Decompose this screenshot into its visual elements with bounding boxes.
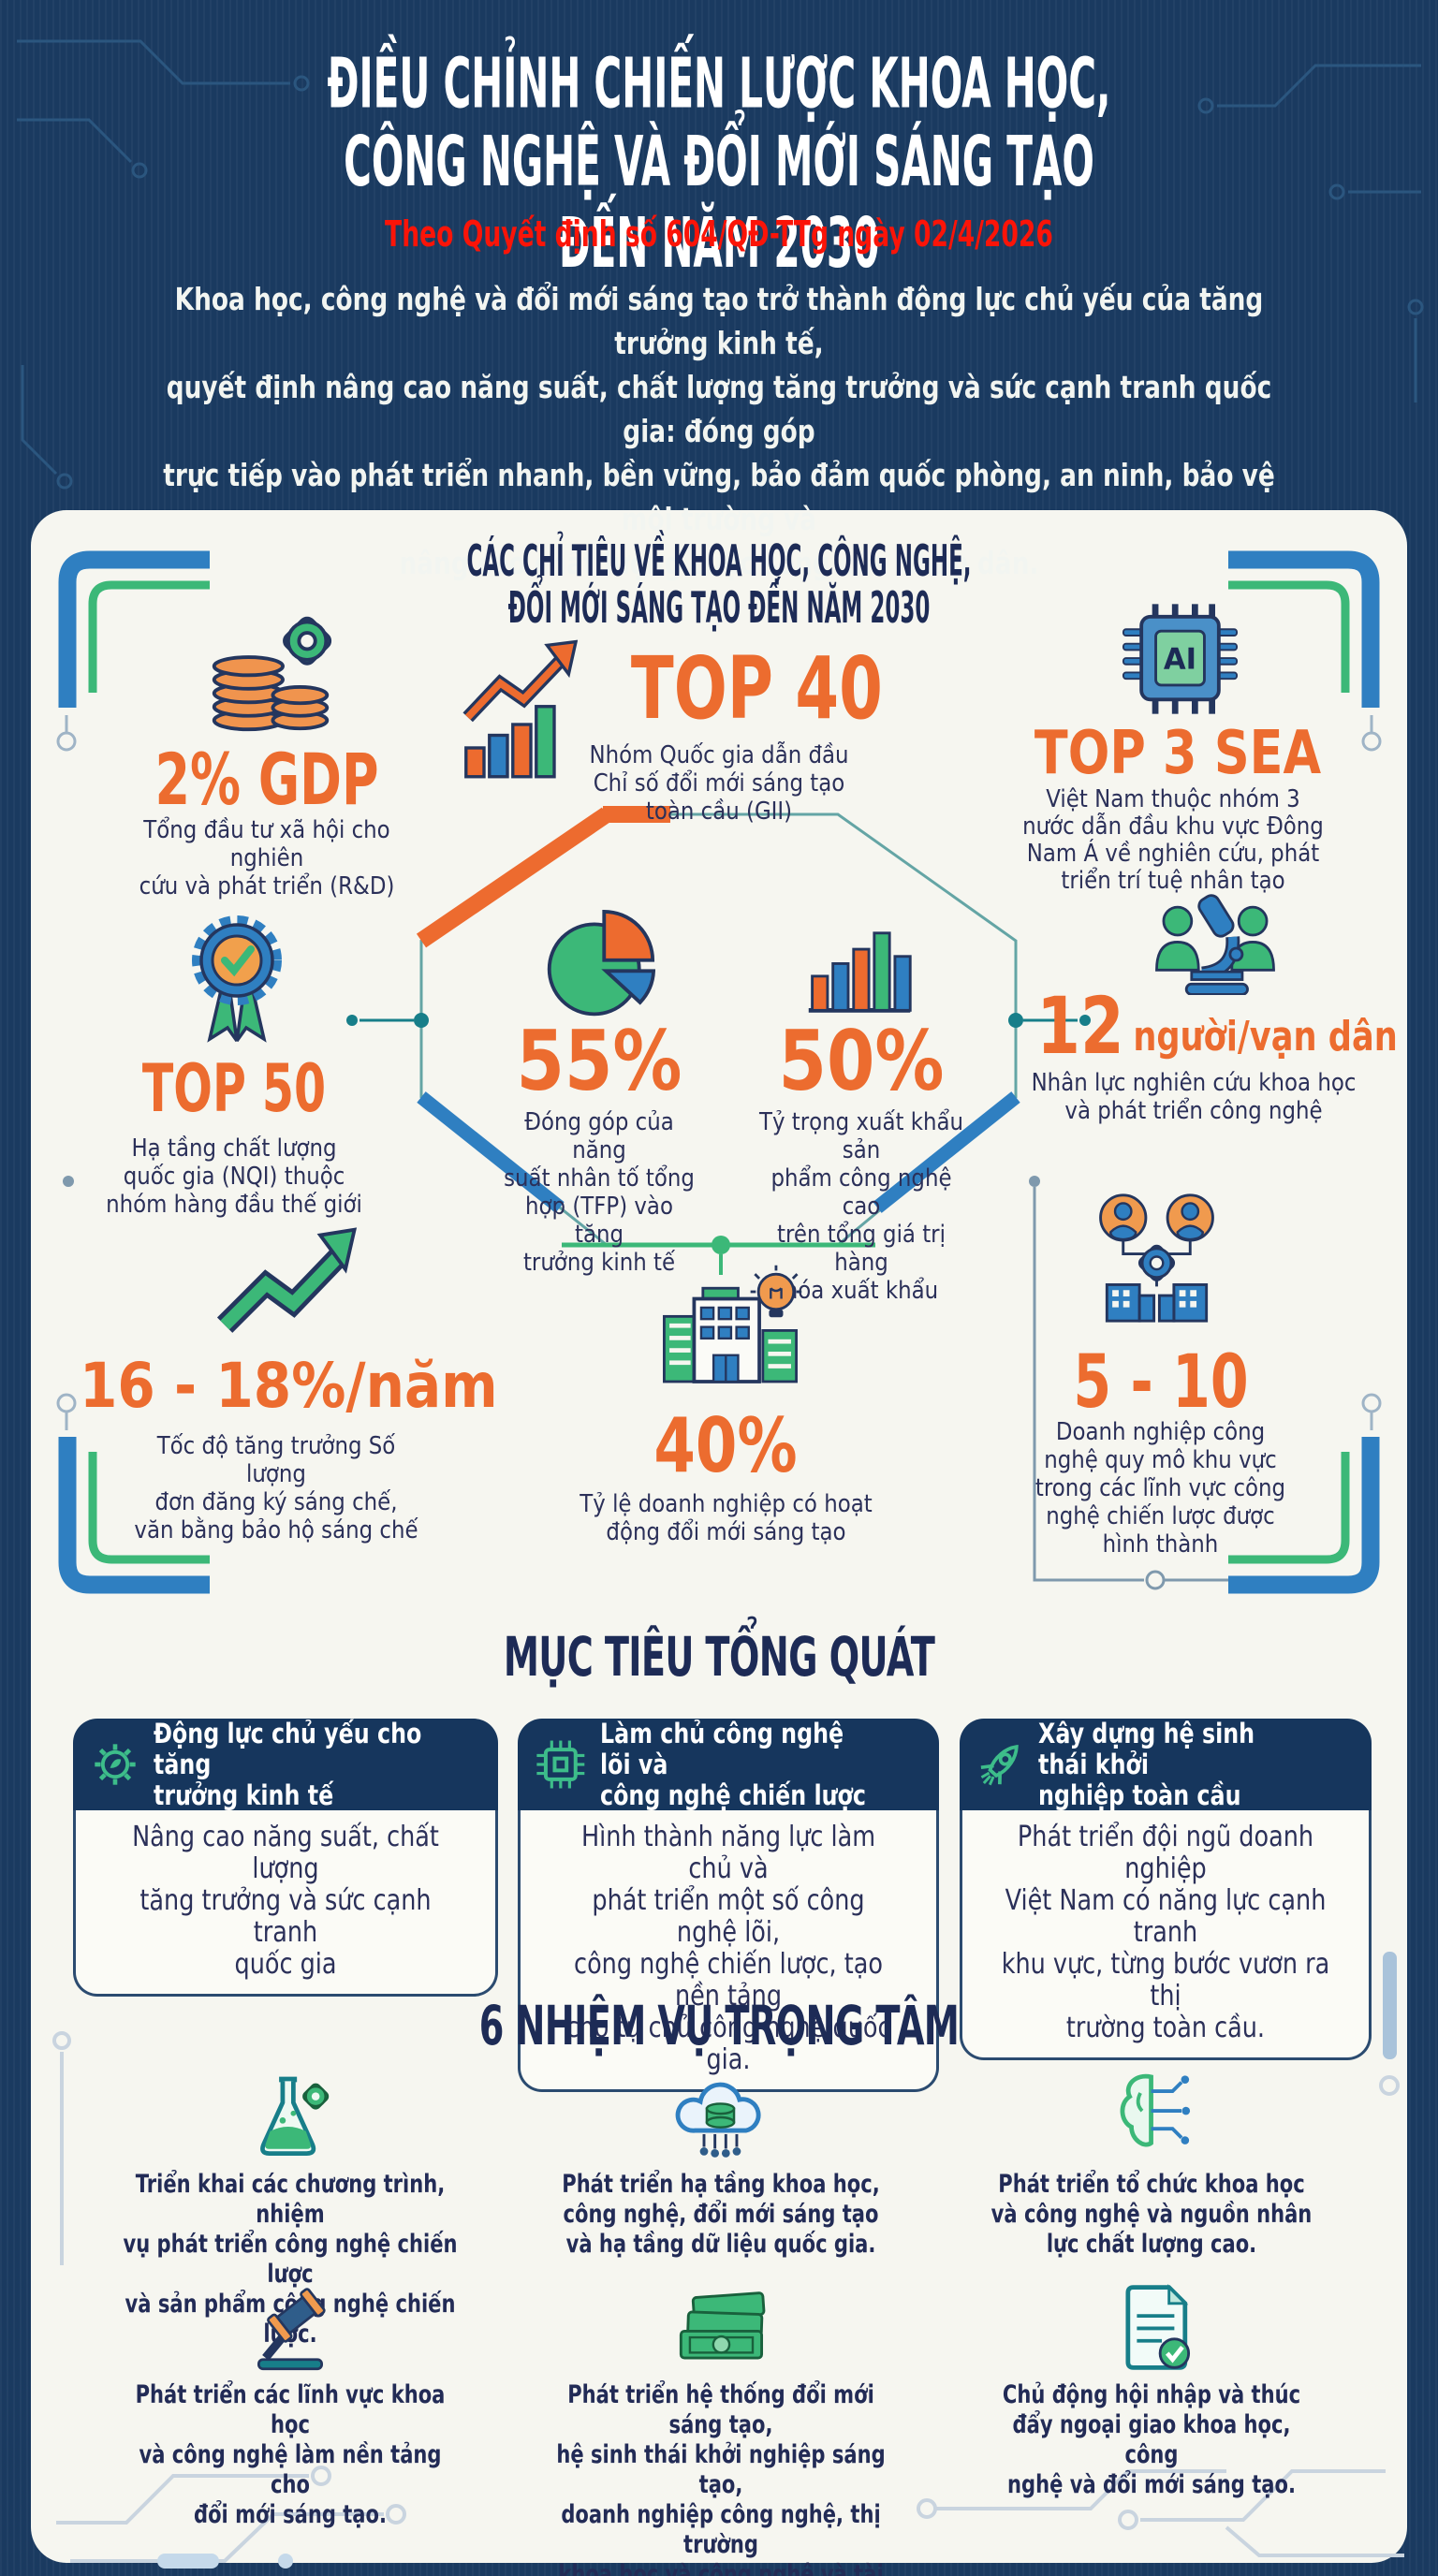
stat-hitech-export-value: 50% bbox=[778, 1013, 945, 1109]
flask-icon bbox=[260, 2076, 330, 2156]
task-caption-innovation-system: Phát triển hệ thống đổi mới sáng tạo, hệ… bbox=[556, 2380, 886, 2576]
stat-tfp-caption: Đóng góp của năng suất nhân tố tổng hợp … bbox=[504, 1108, 695, 1277]
page-title-line1: ĐIỀU CHỈNH CHIẾN LƯỢC KHOA HỌC, bbox=[327, 42, 1111, 124]
stat-rd-investment-caption: Tổng đầu tư xã hội cho nghiên cứu và phá… bbox=[139, 816, 395, 900]
header-circuit-traces bbox=[17, 39, 1424, 490]
task-caption-organizations: Phát triển tổ chức khoa học và công nghệ… bbox=[990, 2170, 1313, 2259]
stat-tfp-value: 55% bbox=[516, 1013, 682, 1109]
side-circuit-traces bbox=[63, 1176, 1228, 1590]
intro-paragraph: Khoa học, công nghệ và đổi mới sáng tạo … bbox=[0, 277, 1438, 585]
intro-line: Khoa học, công nghệ và đổi mới sáng tạo … bbox=[174, 281, 1264, 361]
stat-innovating-firms-caption: Tỷ lệ doanh nghiệp có hoạt động đổi mới … bbox=[580, 1490, 873, 1546]
document-check-icon bbox=[1125, 2284, 1191, 2370]
ai-chip-icon: AI bbox=[1122, 604, 1239, 714]
brain-circuit-icon bbox=[1120, 2073, 1191, 2147]
researchers-unit: người/vạn dân bbox=[1133, 1013, 1398, 1061]
stat-ai-sea-caption: Việt Nam thuộc nhóm 3 nước dẫn đầu khu v… bbox=[1022, 785, 1324, 895]
stat-nqi-caption: Hạ tầng chất lượng quốc gia (NQI) thuộc … bbox=[106, 1134, 362, 1219]
objective-card-core-tech: Làm chủ công nghệ lõi và công nghệ chiến… bbox=[518, 1717, 939, 2092]
chip-outline-icon bbox=[536, 1740, 585, 1789]
stat-ai-sea-value: TOP 3 SEA bbox=[1034, 719, 1322, 788]
money-stack-icon bbox=[679, 2291, 766, 2360]
coins-gear-icon bbox=[212, 616, 332, 732]
gavel-icon bbox=[257, 2288, 326, 2371]
objective-card-body: Phát triển đội ngũ doanh nghiệp Việt Nam… bbox=[960, 1810, 1372, 2060]
intro-line: nâng cao chất lượng cuộc sống của Nhân d… bbox=[399, 545, 1039, 581]
svg-text:AI: AI bbox=[1164, 643, 1196, 677]
stat-tech-enterprises-value: 5 - 10 bbox=[1073, 1340, 1249, 1425]
tasks-title: 6 NHIỆM VỤ TRỌNG TÂM bbox=[478, 1994, 960, 2057]
stat-researchers-caption: Nhân lực nghiên cứu khoa học và phát tri… bbox=[1031, 1069, 1357, 1125]
pie-chart-icon bbox=[547, 910, 655, 1017]
gear-outline-icon bbox=[95, 1744, 136, 1785]
growth-arrow-icon bbox=[216, 1227, 358, 1333]
stat-researchers-value: 12 người/vạn dân bbox=[1036, 987, 1398, 1065]
growth-chart-icon bbox=[462, 639, 578, 779]
decree-subtitle: Theo Quyết định số 604/QĐ-TTg ngày 02/4/… bbox=[385, 213, 1053, 255]
enterprise-network-icon bbox=[1099, 1193, 1214, 1323]
objective-card-body: Hình thành năng lực làm chủ và phát triể… bbox=[518, 1810, 939, 2092]
indicators-title-line2: ĐỔI MỚI SÁNG TẠO ĐẾN NĂM 2030 bbox=[507, 582, 931, 633]
stat-tech-enterprises-caption: Doanh nghiệp công nghệ quy mô khu vực tr… bbox=[1034, 1418, 1286, 1559]
building-bulb-icon bbox=[663, 1265, 802, 1383]
indicators-title-line1: CÁC CHỈ TIÊU VỀ KHOA HỌC, CÔNG NGHỆ, bbox=[466, 535, 972, 586]
task-caption-integration: Chủ động hội nhập và thúc đẩy ngoại giao… bbox=[1002, 2380, 1301, 2499]
microscope-people-icon bbox=[1155, 894, 1275, 995]
objective-card-growth: Động lực chủ yếu cho tăng trưởng kinh tế… bbox=[73, 1717, 498, 1997]
objectives-title: MỤC TIÊU TỔNG QUÁT bbox=[503, 1625, 935, 1689]
objective-card-heading: Làm chủ công nghệ lõi và công nghệ chiến… bbox=[599, 1717, 866, 1811]
octagon-frame bbox=[346, 806, 1091, 1275]
stat-gii-value: TOP 40 bbox=[630, 638, 883, 739]
objective-card-heading: Xây dựng hệ sinh thái khởi nghiệp toàn c… bbox=[1037, 1717, 1255, 1811]
stat-gii-caption: Nhóm Quốc gia dẫn đầu Chỉ số đổi mới sán… bbox=[589, 741, 849, 826]
objective-card-startup: Xây dựng hệ sinh thái khởi nghiệp toàn c… bbox=[960, 1717, 1372, 2060]
footer-circuit-traces bbox=[52, 1952, 1404, 2569]
task-caption-foundation-fields: Phát triển các lĩnh vực khoa học và công… bbox=[135, 2380, 446, 2529]
stat-patents-value: 16 - 18%/năm bbox=[80, 1350, 498, 1422]
medal-icon bbox=[192, 915, 282, 1043]
stat-hitech-export-caption: Tỷ trọng xuất khẩu sản phẩm công nghệ ca… bbox=[758, 1108, 964, 1305]
stat-nqi-value: TOP 50 bbox=[141, 1050, 327, 1127]
objective-card-heading: Động lực chủ yếu cho tăng trưởng kinh tế bbox=[153, 1717, 422, 1811]
stat-patents-caption: Tốc độ tăng trưởng Số lượng đơn đăng ký … bbox=[134, 1432, 418, 1544]
stat-innovating-firms-value: 40% bbox=[653, 1402, 798, 1489]
page-title-line2: CÔNG NGHỆ VÀ ĐỔI MỚI SÁNG TẠO ĐẾN NĂM 20… bbox=[344, 121, 1094, 284]
bar-chart-icon bbox=[808, 931, 912, 1013]
intro-line: quyết định nâng cao năng suất, chất lượn… bbox=[166, 369, 1272, 449]
stat-rd-investment-value: 2% GDP bbox=[154, 738, 379, 821]
researchers-number: 12 bbox=[1036, 980, 1124, 1072]
objective-card-body: Nâng cao năng suất, chất lượng tăng trưở… bbox=[73, 1810, 498, 1997]
intro-line: trực tiếp vào phát triển nhanh, bền vững… bbox=[163, 457, 1275, 537]
rocket-outline-icon bbox=[980, 1744, 1019, 1786]
cloud-data-icon bbox=[675, 2082, 761, 2158]
content-panel bbox=[31, 510, 1407, 2563]
indicator-frame-brackets bbox=[56, 560, 1382, 1585]
task-caption-infrastructure: Phát triển hạ tầng khoa học, công nghệ, … bbox=[562, 2170, 880, 2259]
